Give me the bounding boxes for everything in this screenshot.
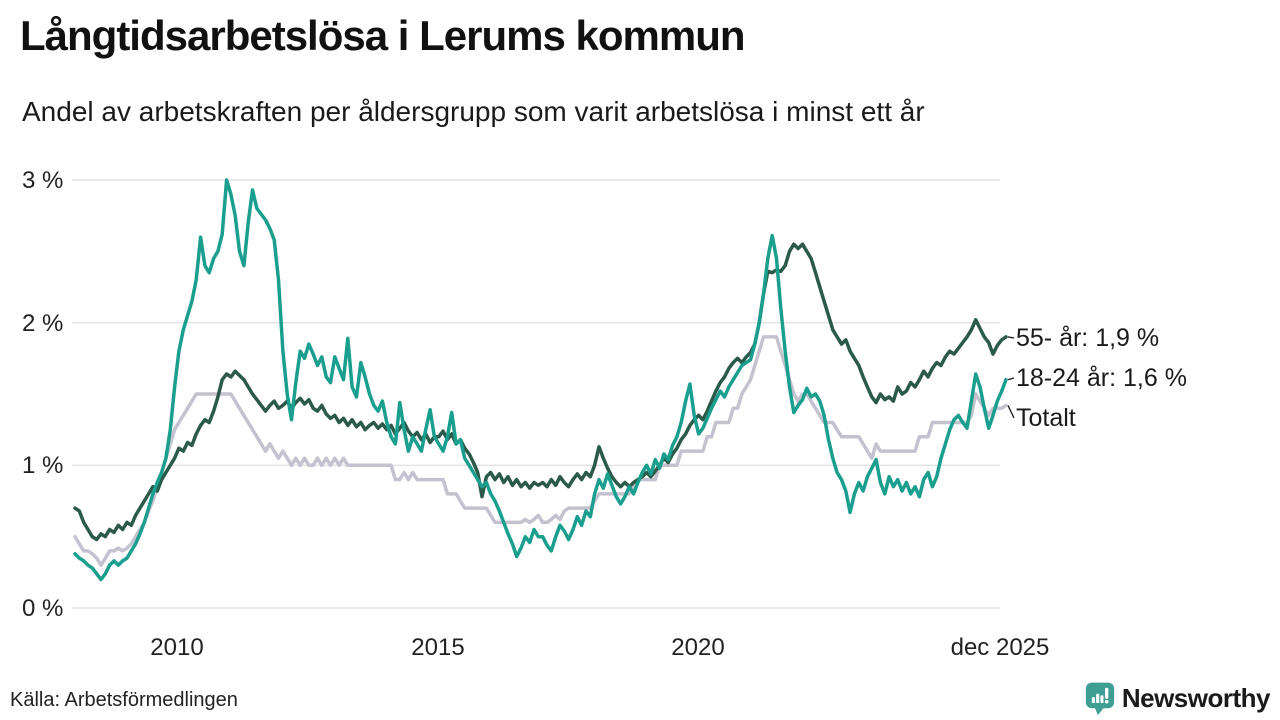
y-tick-0: 0 % [22,595,64,622]
end-label-18-24: 18-24 år: 1,6 % [1016,364,1187,392]
x-tick-dec-2025: dec 2025 [950,634,1050,661]
newsworthy-speech-bubble-bar-chart-icon [1085,682,1115,716]
source-note: Källa: Arbetsförmedlingen [10,689,238,711]
series-line-18-24r [73,178,1008,582]
end-label-55-plus: 55- år: 1,9 % [1016,324,1160,352]
end-label-total: Totalt [1016,404,1076,432]
series-line-totalt [73,335,1008,567]
x-tick-2015: 2015 [411,634,465,661]
chart-subtitle: Andel av arbetskraften per åldersgrupp s… [22,96,925,127]
y-tick-1: 1 % [22,452,64,479]
series-line-55-r [73,242,1008,542]
x-tick-2010: 2010 [150,634,204,661]
y-tick-3: 3 % [22,167,64,194]
newsworthy-wordmark: Newsworthy [1121,682,1271,713]
chart-plot [72,178,1015,609]
chart-title: Långtidsarbetslösa i Lerums kommun [20,12,746,59]
newsworthy-logo: Newsworthy [1085,678,1271,718]
x-tick-2020: 2020 [671,634,725,661]
y-tick-2: 2 % [22,310,64,337]
